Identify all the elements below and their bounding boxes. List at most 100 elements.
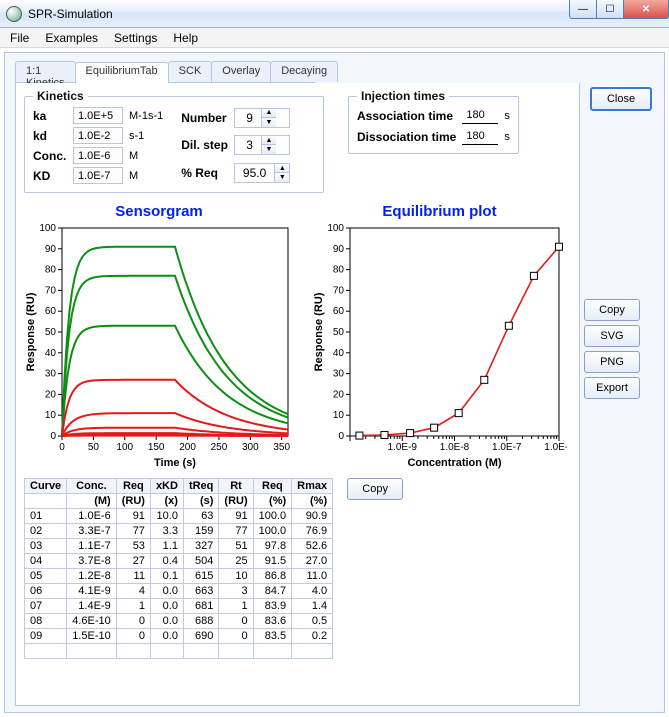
svg-text:0: 0 — [59, 442, 65, 453]
kin-extra-spin-1[interactable]: 3▲▼ — [234, 135, 290, 155]
svg-text:30: 30 — [333, 369, 345, 380]
cell: 688 — [183, 614, 218, 629]
unit-cell: (x) — [150, 494, 183, 509]
cell: 0.5 — [292, 614, 333, 629]
cell: 10 — [219, 569, 253, 584]
menu-settings[interactable]: Settings — [108, 29, 163, 47]
tab-sck[interactable]: SCK — [168, 61, 213, 82]
minimize-button[interactable]: — — [569, 0, 597, 19]
inj-value-0[interactable]: 180 — [462, 107, 498, 124]
cell: 77 — [116, 524, 150, 539]
cell: 25 — [219, 554, 253, 569]
cell: 3.7E-8 — [67, 554, 117, 569]
unit-cell: (s) — [183, 494, 218, 509]
unit-cell: (%) — [292, 494, 333, 509]
inj-value-1[interactable]: 180 — [462, 128, 498, 145]
cell — [253, 644, 292, 659]
cell: 52.6 — [292, 539, 333, 554]
png-button[interactable]: PNG — [584, 351, 640, 373]
cell: 04 — [25, 554, 67, 569]
unit-cell: (RU) — [116, 494, 150, 509]
svg-text:150: 150 — [148, 442, 165, 453]
kin-extra-spin-2[interactable]: 95.0▲▼ — [234, 163, 290, 183]
table-row: 091.5E-1000.0690083.50.2 — [25, 629, 333, 644]
cell: 02 — [25, 524, 67, 539]
cell — [116, 644, 150, 659]
kin-label-0: ka — [33, 109, 67, 123]
copy-button[interactable]: Copy — [584, 299, 640, 321]
cell: 1.4 — [292, 599, 333, 614]
cell — [25, 644, 67, 659]
inj-label-0: Association time — [357, 109, 456, 123]
svg-text:100: 100 — [39, 223, 56, 234]
svg-button[interactable]: SVG — [584, 325, 640, 347]
svg-text:90: 90 — [45, 244, 57, 255]
cell: 91 — [116, 509, 150, 524]
tab-equilibriumtab[interactable]: EquilibriumTab — [75, 62, 169, 83]
kin-value-0[interactable]: 1.0E+5 — [73, 107, 123, 124]
svg-text:250: 250 — [211, 442, 228, 453]
kin-value-3[interactable]: 1.0E-7 — [73, 167, 123, 184]
cell: 1.4E-9 — [67, 599, 117, 614]
cell: 0.1 — [150, 569, 183, 584]
svg-text:Time (s): Time (s) — [154, 457, 196, 469]
close-button[interactable]: Close — [590, 87, 652, 111]
unit-cell: (M) — [67, 494, 117, 509]
svg-text:1.0E-9: 1.0E-9 — [388, 442, 418, 453]
kinetics-legend: Kinetics — [33, 89, 88, 103]
maximize-button[interactable]: ☐ — [596, 0, 624, 19]
th: Rmax — [292, 479, 333, 494]
menu-help[interactable]: Help — [167, 29, 204, 47]
tab-1-1-kinetics[interactable]: 1:1 Kinetics — [15, 61, 76, 82]
th: Req — [253, 479, 292, 494]
cell: 1 — [219, 599, 253, 614]
svg-text:70: 70 — [333, 285, 345, 296]
cell: 83.5 — [253, 629, 292, 644]
svg-text:Response (RU): Response (RU) — [25, 292, 37, 371]
app-icon — [6, 6, 22, 22]
cell: 0.0 — [150, 629, 183, 644]
svg-text:Concentration (M): Concentration (M) — [407, 457, 501, 469]
kin-label-1: kd — [33, 129, 67, 143]
results-table: CurveConc.ReqxKDtReqRtReqRmax(M)(RU)(x)(… — [24, 478, 333, 659]
menu-file[interactable]: File — [4, 29, 35, 47]
kin-value-2[interactable]: 1.0E-6 — [73, 147, 123, 164]
cell: 03 — [25, 539, 67, 554]
tab-overlay[interactable]: Overlay — [211, 61, 271, 82]
table-copy-button[interactable]: Copy — [347, 478, 403, 500]
cell: 06 — [25, 584, 67, 599]
cell: 690 — [183, 629, 218, 644]
window-controls: — ☐ ✕ — [570, 0, 669, 20]
cell: 0 — [219, 629, 253, 644]
svg-text:50: 50 — [88, 442, 100, 453]
injection-legend: Injection times — [357, 89, 449, 103]
cell: 663 — [183, 584, 218, 599]
cell: 0 — [219, 614, 253, 629]
kin-unit-1: s-1 — [129, 130, 163, 142]
svg-text:90: 90 — [333, 244, 345, 255]
cell: 77 — [219, 524, 253, 539]
svg-text:60: 60 — [333, 306, 345, 317]
cell: 10.0 — [150, 509, 183, 524]
side-toolbar: Close Copy SVG PNG Export — [584, 83, 658, 706]
kin-extra-label-2: % Req — [181, 166, 228, 180]
cell: 91 — [219, 509, 253, 524]
cell: 100.0 — [253, 509, 292, 524]
export-button[interactable]: Export — [584, 377, 640, 399]
svg-text:1.0E-7: 1.0E-7 — [492, 442, 522, 453]
table-row: 071.4E-910.0681183.91.4 — [25, 599, 333, 614]
svg-text:1.0E-6: 1.0E-6 — [544, 442, 567, 453]
window-close-button[interactable]: ✕ — [623, 0, 669, 19]
inj-unit-0: s — [504, 110, 510, 122]
kin-extra-spin-0[interactable]: 9▲▼ — [234, 108, 290, 128]
cell: 11.0 — [292, 569, 333, 584]
table-row — [25, 644, 333, 659]
kin-value-1[interactable]: 1.0E-2 — [73, 127, 123, 144]
menubar: File Examples Settings Help — [0, 28, 669, 48]
menu-examples[interactable]: Examples — [39, 29, 104, 47]
unit-cell: (%) — [253, 494, 292, 509]
th: tReq — [183, 479, 218, 494]
tab-decaying[interactable]: Decaying — [270, 61, 338, 82]
cell: 504 — [183, 554, 218, 569]
cell: 4.0 — [292, 584, 333, 599]
